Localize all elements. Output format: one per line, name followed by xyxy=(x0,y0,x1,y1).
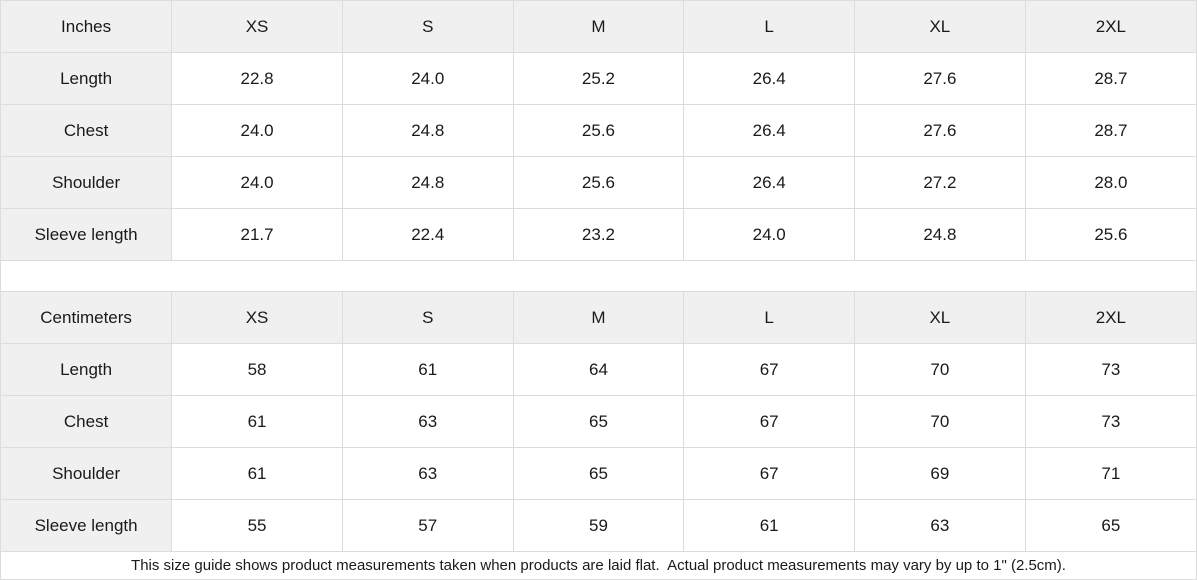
measurement-value-cell: 64 xyxy=(513,343,685,396)
size-column-header: S xyxy=(342,292,514,344)
measurement-value-cell: 24.0 xyxy=(342,52,514,105)
measurement-value-cell: 28.7 xyxy=(1025,52,1196,105)
measurement-value-cell: 22.4 xyxy=(342,208,514,261)
measurement-value-cell: 63 xyxy=(342,395,514,448)
measurement-value-cell: 67 xyxy=(683,395,856,448)
measurement-value-cell: 21.7 xyxy=(171,208,343,261)
measurement-row-label: Chest xyxy=(1,104,173,157)
measurement-row: Shoulder 24.0 24.8 25.6 26.4 27.2 28.0 xyxy=(1,156,1196,209)
measurement-value-cell: 22.8 xyxy=(171,52,343,105)
measurement-value-cell: 27.2 xyxy=(854,156,1026,209)
unit-label: Centimeters xyxy=(1,292,173,344)
measurement-value-cell: 63 xyxy=(342,447,514,500)
measurement-row: Shoulder 61 63 65 67 69 71 xyxy=(1,447,1196,500)
unit-label: Inches xyxy=(1,1,173,53)
measurement-value-cell: 26.4 xyxy=(683,52,856,105)
measurement-value-cell: 24.8 xyxy=(854,208,1026,261)
measurement-value-cell: 61 xyxy=(171,395,343,448)
measurement-value-cell: 25.6 xyxy=(513,156,685,209)
size-column-header: 2XL xyxy=(1025,1,1196,53)
measurement-value-cell: 24.0 xyxy=(683,208,856,261)
measurement-value-cell: 27.6 xyxy=(854,52,1026,105)
size-column-header: XL xyxy=(854,292,1026,344)
measurement-row: Length 22.8 24.0 25.2 26.4 27.6 28.7 xyxy=(1,52,1196,105)
size-column-header: L xyxy=(683,292,856,344)
measurement-value-cell: 28.7 xyxy=(1025,104,1196,157)
measurement-value-cell: 28.0 xyxy=(1025,156,1196,209)
measurement-row-label: Shoulder xyxy=(1,447,173,500)
measurement-value-cell: 70 xyxy=(854,343,1026,396)
measurement-value-cell: 25.6 xyxy=(1025,208,1196,261)
measurement-value-cell: 65 xyxy=(1025,499,1196,552)
size-guide-tables: Inches XS S M L XL 2XL Length 22.8 24.0 25.2 26.4 27… xyxy=(1,1,1196,552)
table-gap-spacer xyxy=(1,261,1196,292)
measurement-row: Sleeve length 21.7 22.4 23.2 24.0 24.8 25.6 xyxy=(1,208,1196,261)
measurement-row: Chest 61 63 65 67 70 73 xyxy=(1,395,1196,448)
measurement-value-cell: 25.2 xyxy=(513,52,685,105)
inches-table: Inches XS S M L XL 2XL Length 22.8 24.0 25.2 26.4 27… xyxy=(1,1,1196,261)
measurement-row-label: Sleeve length xyxy=(1,499,173,552)
measurement-row-label: Length xyxy=(1,52,173,105)
measurement-value-cell: 57 xyxy=(342,499,514,552)
measurement-value-cell: 55 xyxy=(171,499,343,552)
measurement-value-cell: 67 xyxy=(683,447,856,500)
size-column-header: XS xyxy=(171,1,343,53)
size-column-header: L xyxy=(683,1,856,53)
measurement-row-label: Length xyxy=(1,343,173,396)
size-column-header: 2XL xyxy=(1025,292,1196,344)
size-column-header: S xyxy=(342,1,514,53)
table-header-row: Centimeters XS S M L XL 2XL xyxy=(1,292,1196,344)
measurement-row: Chest 24.0 24.8 25.6 26.4 27.6 28.7 xyxy=(1,104,1196,157)
size-column-header: XS xyxy=(171,292,343,344)
measurement-row: Length 58 61 64 67 70 73 xyxy=(1,343,1196,396)
measurement-value-cell: 27.6 xyxy=(854,104,1026,157)
measurement-value-cell: 61 xyxy=(683,499,856,552)
measurement-value-cell: 24.8 xyxy=(342,104,514,157)
measurement-value-cell: 26.4 xyxy=(683,156,856,209)
measurement-row-label: Sleeve length xyxy=(1,208,173,261)
measurement-row-label: Shoulder xyxy=(1,156,173,209)
table-header-row: Inches XS S M L XL 2XL xyxy=(1,1,1196,53)
measurement-value-cell: 73 xyxy=(1025,343,1196,396)
measurement-value-cell: 73 xyxy=(1025,395,1196,448)
measurement-value-cell: 65 xyxy=(513,395,685,448)
measurement-value-cell: 71 xyxy=(1025,447,1196,500)
size-column-header: M xyxy=(513,1,685,53)
measurement-value-cell: 58 xyxy=(171,343,343,396)
measurement-value-cell: 23.2 xyxy=(513,208,685,261)
measurement-value-cell: 69 xyxy=(854,447,1026,500)
measurement-value-cell: 25.6 xyxy=(513,104,685,157)
measurement-value-cell: 67 xyxy=(683,343,856,396)
size-guide-footnote: This size guide shows product measuremen… xyxy=(1,552,1196,579)
measurement-row: Sleeve length 55 57 59 61 63 65 xyxy=(1,499,1196,552)
measurement-value-cell: 24.0 xyxy=(171,104,343,157)
measurement-value-cell: 59 xyxy=(513,499,685,552)
measurement-value-cell: 26.4 xyxy=(683,104,856,157)
measurement-value-cell: 70 xyxy=(854,395,1026,448)
measurement-value-cell: 24.8 xyxy=(342,156,514,209)
centimeters-table: Centimeters XS S M L XL 2XL Length 58 61 64 67 70 73 C… xyxy=(1,292,1196,552)
measurement-value-cell: 24.0 xyxy=(171,156,343,209)
size-column-header: M xyxy=(513,292,685,344)
measurement-value-cell: 65 xyxy=(513,447,685,500)
measurement-value-cell: 63 xyxy=(854,499,1026,552)
size-column-header: XL xyxy=(854,1,1026,53)
measurement-value-cell: 61 xyxy=(342,343,514,396)
measurement-row-label: Chest xyxy=(1,395,173,448)
measurement-value-cell: 61 xyxy=(171,447,343,500)
